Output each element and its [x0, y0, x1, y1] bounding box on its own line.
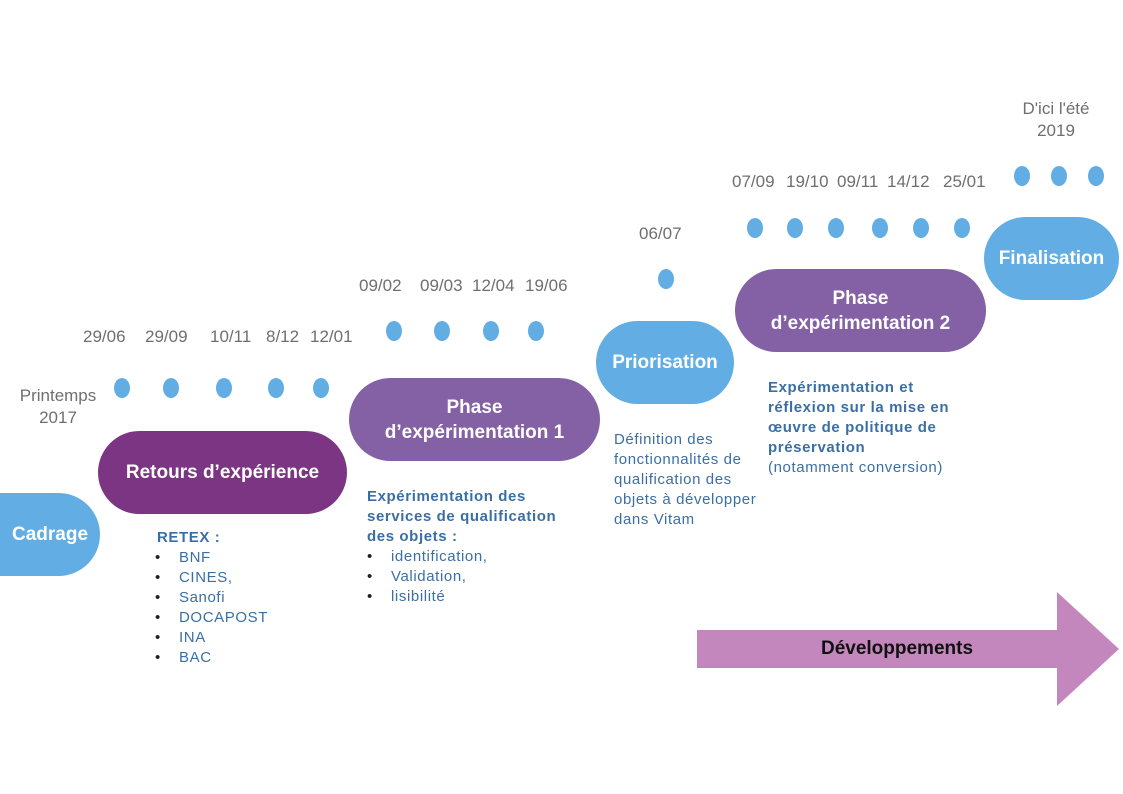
- date-label: 29/09: [145, 327, 188, 346]
- list-item: INA: [155, 628, 357, 648]
- timeline-dot: [313, 378, 329, 398]
- phase2-desc-title: Expérimentation et réflexion sur la mise…: [768, 379, 950, 456]
- list-item: CINES,: [155, 568, 357, 588]
- date-label: 25/01: [943, 172, 986, 191]
- date-label: 29/06: [83, 327, 126, 346]
- phase2-desc-note: (notamment conversion): [768, 459, 943, 476]
- date-label: 09/02: [359, 276, 402, 295]
- timeline-dot: [1088, 166, 1104, 186]
- phase1-desc-title: Expérimentation des services de qualific…: [367, 488, 557, 545]
- date-label: 10/11: [210, 327, 252, 346]
- timeline-dot: [658, 269, 674, 289]
- list-item: Sanofi: [155, 588, 357, 608]
- list-item: lisibilité: [367, 587, 582, 607]
- phase1-description: Expérimentation des services de qualific…: [367, 487, 582, 607]
- timeline-dot: [954, 218, 970, 238]
- timeline-dot: [114, 378, 130, 398]
- milestone-printemps-2017: Printemps 2017: [19, 386, 97, 427]
- timeline-dot: [268, 378, 284, 398]
- date-label: 09/11: [837, 172, 879, 191]
- list-item: identification,: [367, 547, 582, 567]
- list-item: Validation,: [367, 567, 582, 587]
- date-label: 19/06: [525, 276, 568, 295]
- timeline-dot: [828, 218, 844, 238]
- date-label: 06/07: [639, 224, 682, 243]
- retex-description: RETEX : BNF CINES, Sanofi DOCAPOST INA B…: [155, 528, 357, 668]
- timeline-dot: [747, 218, 763, 238]
- milestone-ete-2019: D'ici l'été 2019: [1022, 99, 1090, 140]
- timeline-dot: [483, 321, 499, 341]
- arrow-shape: [697, 592, 1119, 706]
- timeline-dot: [386, 321, 402, 341]
- date-label: 19/10: [786, 172, 829, 191]
- date-label: 12/01: [310, 327, 353, 346]
- timeline-dot: [913, 218, 929, 238]
- timeline-dot: [528, 321, 544, 341]
- phase-experimentation-1: Phase d’expérimentation 1: [349, 378, 600, 461]
- retex-list: BNF CINES, Sanofi DOCAPOST INA BAC: [155, 548, 357, 668]
- date-label: 12/04: [472, 276, 515, 295]
- date-label: 14/12: [887, 172, 930, 191]
- phase-retours-experience: Retours d’expérience: [98, 431, 347, 514]
- phase-finalisation: Finalisation: [984, 217, 1119, 300]
- developpements-arrow: [697, 592, 1119, 706]
- list-item: DOCAPOST: [155, 608, 357, 628]
- timeline-dot: [216, 378, 232, 398]
- list-item: BAC: [155, 648, 357, 668]
- phase-priorisation: Priorisation: [596, 321, 734, 404]
- timeline-dot: [434, 321, 450, 341]
- phase1-desc-list: identification, Validation, lisibilité: [367, 547, 582, 607]
- timeline-dot: [163, 378, 179, 398]
- retex-title: RETEX :: [157, 529, 221, 546]
- timeline-dot: [872, 218, 888, 238]
- phase2-description: Expérimentation et réflexion sur la mise…: [768, 378, 973, 478]
- phase-experimentation-2: Phase d’expérimentation 2: [735, 269, 986, 352]
- list-item: BNF: [155, 548, 357, 568]
- arrow-label: Développements: [820, 637, 974, 659]
- phase-cadrage: Cadrage: [0, 493, 100, 576]
- date-label: 09/03: [420, 276, 463, 295]
- date-label: 07/09: [732, 172, 775, 191]
- timeline-dot: [1051, 166, 1067, 186]
- date-label: 8/12: [266, 327, 300, 346]
- timeline-dot: [787, 218, 803, 238]
- priorisation-description: Définition des fonctionnalités de qualif…: [614, 431, 757, 528]
- timeline-dot: [1014, 166, 1030, 186]
